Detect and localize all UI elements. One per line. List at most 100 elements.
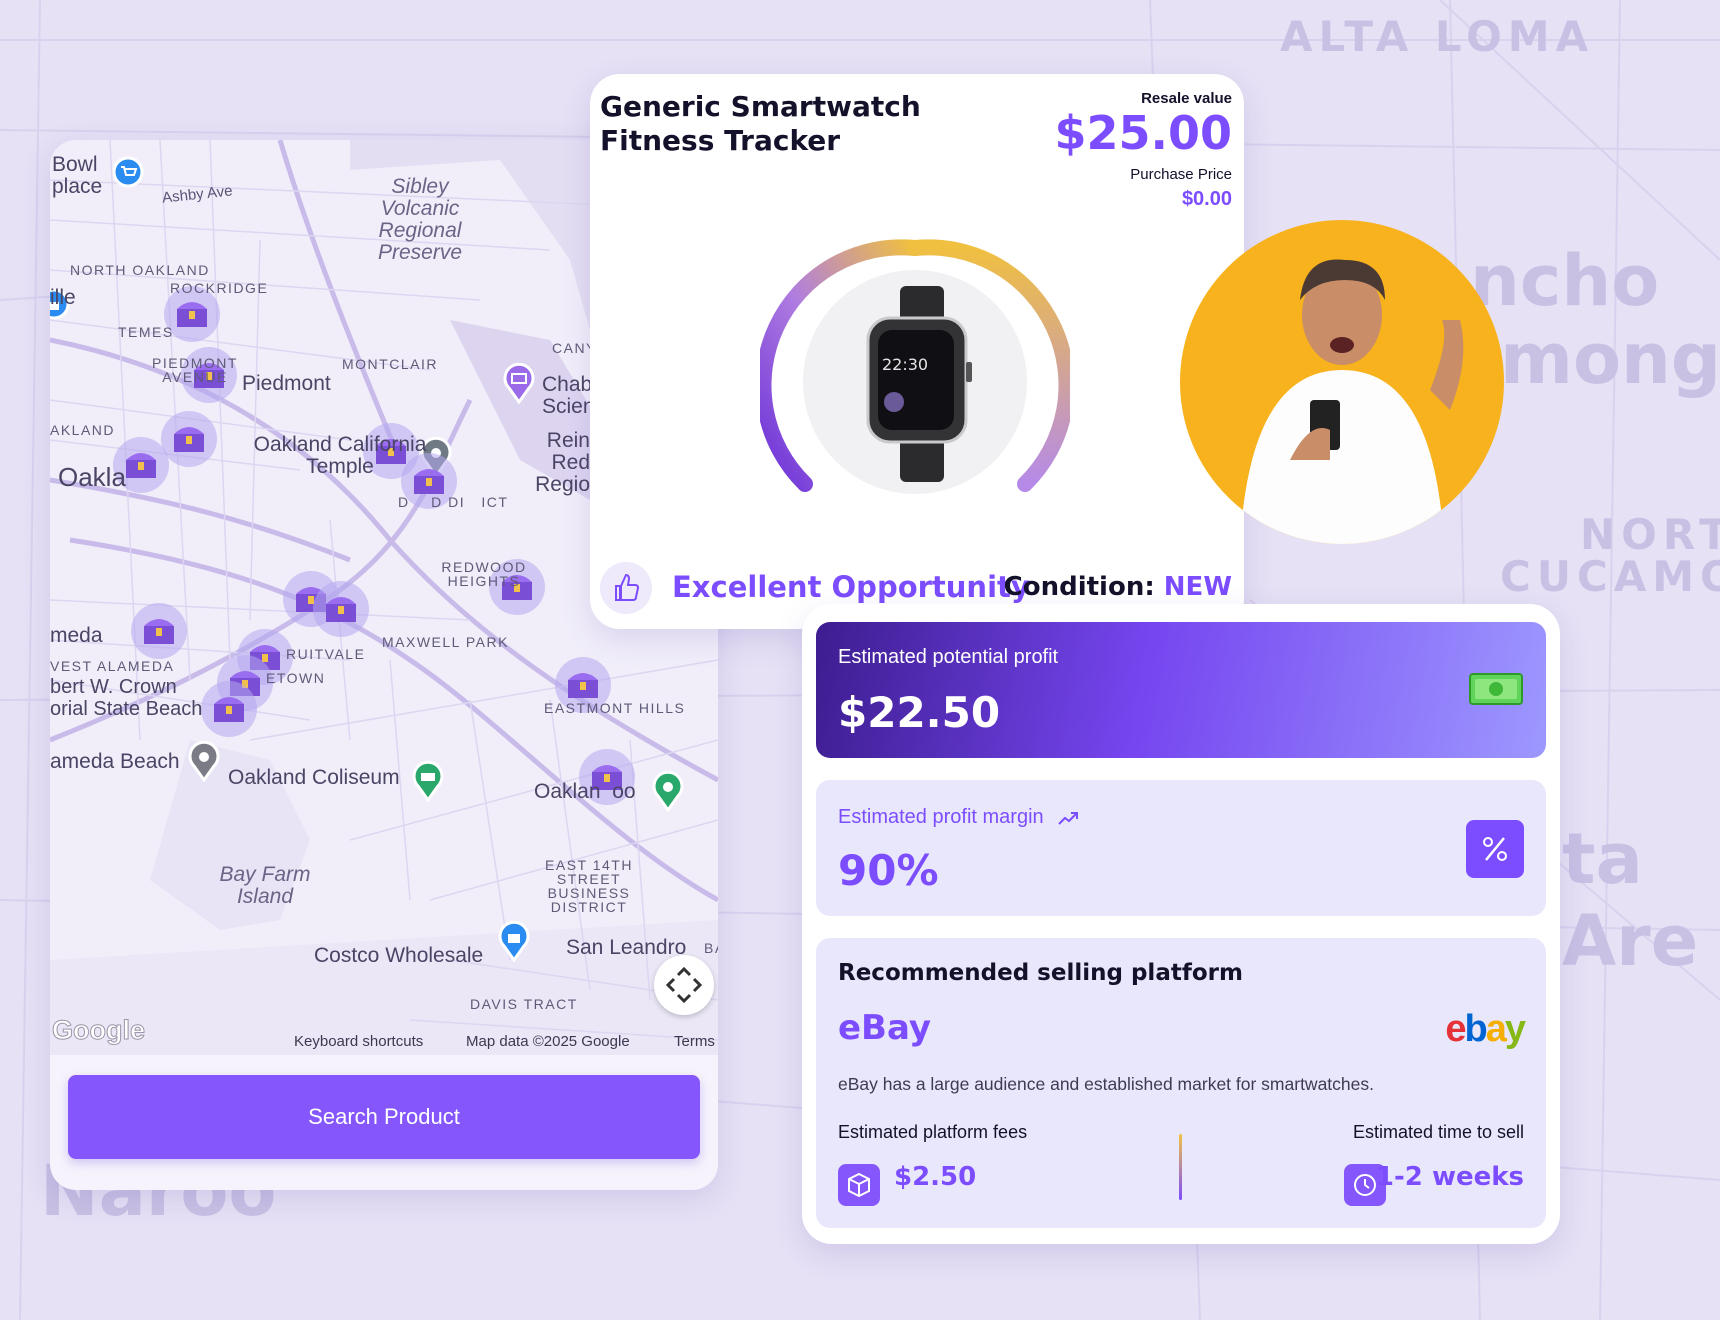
map-label-davis-tract: DAVIS TRACT (470, 996, 578, 1012)
map-label-meda: meda (50, 624, 103, 647)
zoo-pin-icon[interactable] (650, 770, 686, 812)
purchase-price-label: Purchase Price (1130, 166, 1232, 183)
platform-description: eBay has a large audience and establishe… (838, 1074, 1374, 1094)
purchase-price: $0.00 (1181, 188, 1232, 210)
profit-margin-label-text: Estimated profit margin (838, 806, 1044, 828)
treasure-chest-icon[interactable] (200, 680, 258, 738)
map-label-district: D D DI ICT (398, 494, 509, 510)
condition-value: NEW (1163, 572, 1232, 602)
smartwatch-image: 22:30 (866, 286, 972, 482)
bg-label-alta-loma: ALTA LOMA (1280, 12, 1595, 61)
map-label-ille: ille (50, 286, 76, 309)
clock-icon (1344, 1164, 1386, 1206)
map-label-temescal: TEMES (118, 324, 174, 340)
product-title: Generic Smartwatch Fitness Tracker (600, 90, 921, 157)
map-label-north-oakland: NORTH OAKLAND (70, 262, 210, 278)
treasure-chest-icon[interactable] (312, 580, 370, 638)
lock-pin-icon[interactable] (50, 288, 70, 320)
stadium-pin-icon[interactable] (410, 760, 446, 802)
ebay-logo-b: b (1464, 1008, 1488, 1050)
excited-user-photo (1180, 220, 1504, 544)
platform-fees-label: Estimated platform fees (838, 1122, 1028, 1142)
profit-margin-card: Estimated profit margin 90% (816, 780, 1546, 916)
treasure-chest-icon[interactable] (362, 422, 420, 480)
stats-panel: Estimated potential profit $22.50 Estima… (802, 604, 1560, 1244)
stat-divider (1179, 1134, 1182, 1200)
map-label-sibley: Sibley Volcanic Regional Preserve (377, 175, 463, 264)
bg-label-area: ta Are (1562, 818, 1699, 982)
treasure-chest-icon[interactable] (130, 602, 188, 660)
map-label-chabot: Chab Scien (542, 373, 595, 418)
percent-icon (1483, 837, 1507, 861)
map-label-akland: AKLAND (50, 422, 116, 438)
keyboard-shortcuts-link[interactable]: Keyboard shortcuts (294, 1033, 424, 1050)
ebay-logo-a: a (1485, 1008, 1507, 1050)
move-arrows-icon (665, 966, 703, 1004)
profit-margin-value: 90% (838, 846, 939, 895)
resale-value-label: Resale value (1141, 90, 1232, 107)
platform-fees-value: $2.50 (894, 1162, 977, 1192)
map-label-rockridge: ROCKRIDGE (170, 280, 269, 296)
treasure-chest-icon[interactable] (160, 410, 218, 468)
shopping-cart-icon[interactable] (112, 156, 144, 188)
bg-label-rancho: ncho (1470, 240, 1660, 322)
map-label-crown: bert W. Crown orial State Beach (50, 676, 203, 720)
ebay-logo: ebay (1445, 1008, 1526, 1051)
recenter-button[interactable] (654, 955, 714, 1015)
ebay-logo-e: e (1445, 1008, 1466, 1050)
treasure-chest-icon[interactable] (112, 436, 170, 494)
map-label-reinhardt: Rein Red Regio (535, 429, 590, 496)
map-label-costco: Costco Wholesale (314, 944, 484, 967)
map-label-ba: BA (704, 940, 718, 956)
resale-value: $25.00 (1054, 106, 1232, 160)
search-product-button[interactable]: Search Product (68, 1075, 700, 1159)
google-logo: Google (52, 1015, 146, 1046)
museum-pin-icon[interactable] (501, 362, 537, 404)
estimated-profit-value: $22.50 (838, 688, 1001, 737)
profit-margin-label: Estimated profit margin (838, 806, 1079, 829)
thumbs-up-icon (615, 573, 640, 601)
treasure-chest-icon[interactable] (578, 748, 636, 806)
map-label-oakland-coliseum: Oakland Coliseum (228, 766, 400, 789)
store-pin-icon[interactable] (496, 920, 532, 962)
map-label-alameda-beach: ameda Beach (50, 750, 180, 773)
map-label-fruitvale: RUITVALE (286, 646, 366, 662)
treasure-chest-icon[interactable] (554, 656, 612, 714)
opportunity-gauge: 22:30 (760, 239, 1070, 494)
map-label-canyon: CANY (552, 340, 597, 356)
map-label-bay-farm: Bay Farm Island (219, 863, 311, 908)
time-to-sell-label: Estimated time to sell (1352, 1122, 1524, 1142)
estimated-profit-card: Estimated potential profit $22.50 (816, 622, 1546, 758)
bg-label-cucamonga: monga (1500, 318, 1720, 400)
cash-icon (1469, 673, 1523, 705)
platform-name: eBay (838, 1008, 932, 1048)
place-pin-icon[interactable] (186, 740, 222, 782)
map-label-oakland-zoo: Oaklan oo (534, 780, 636, 803)
trending-up-icon (1058, 811, 1079, 825)
treasure-chest-icon[interactable] (180, 346, 238, 404)
recommended-platform-title: Recommended selling platform (838, 960, 1243, 986)
map-label-redwood-heights: REDWOOD HEIGHTS (441, 559, 527, 589)
map-label-east-14th: EAST 14TH STREET BUSINESS DISTRICT (545, 857, 633, 915)
map-label-bowl-place: Bowl place (52, 153, 103, 198)
product-card: Generic Smartwatch Fitness Tracker Resal… (590, 74, 1244, 629)
time-to-sell-value: 1-2 weeks (1375, 1162, 1524, 1192)
map-label-piedmont: Piedmont (242, 372, 331, 395)
terms-link[interactable]: Terms (674, 1033, 715, 1050)
treasure-chest-icon[interactable] (488, 558, 546, 616)
ebay-logo-y: y (1504, 1008, 1526, 1050)
percent-badge (1466, 820, 1524, 878)
map-label-eastmont-hills: EASTMONT HILLS (544, 700, 686, 716)
box-icon (838, 1164, 880, 1206)
bg-label-cucamonga-caps: CUCAMO (1500, 552, 1720, 601)
recommended-platform-card: Recommended selling platform eBay ebay e… (816, 938, 1546, 1228)
bg-label-north: NORT (1580, 510, 1720, 559)
map-data-attribution: Map data ©2025 Google (466, 1033, 630, 1050)
map-label-montclair: MONTCLAIR (342, 356, 438, 372)
treasure-chest-icon[interactable] (163, 285, 221, 343)
estimated-profit-label: Estimated potential profit (838, 646, 1059, 668)
map-label-piedmont-avenue: PIEDMONT AVENUE (152, 355, 238, 385)
map-label-maxwell-park: MAXWELL PARK (382, 634, 509, 650)
treasure-chest-icon[interactable] (400, 452, 458, 510)
map-label-oakland-temple: Oakland California Temple (253, 433, 427, 478)
